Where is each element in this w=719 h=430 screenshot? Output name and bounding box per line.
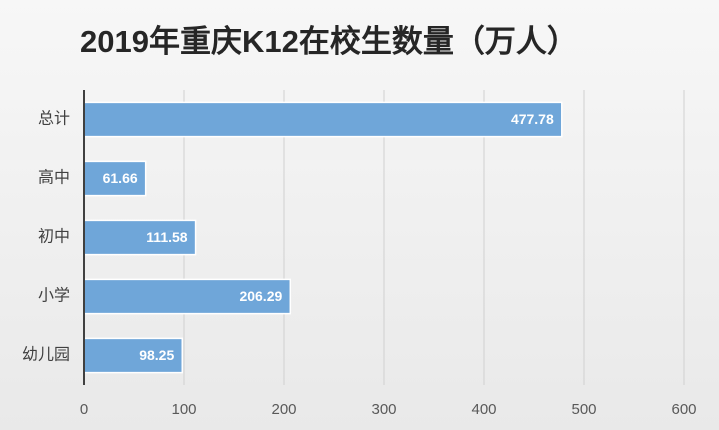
x-tick-label: 400 [471, 401, 496, 418]
x-tick-label: 600 [671, 401, 696, 418]
bar [83, 160, 147, 197]
y-tick-label: 小学 [38, 287, 70, 305]
x-tick-label: 100 [171, 401, 196, 418]
x-tick-label: 500 [571, 401, 596, 418]
value-label: 206.29 [239, 288, 282, 304]
bar [83, 101, 563, 138]
x-tick-label: 200 [271, 401, 296, 418]
y-tick-label: 幼儿园 [22, 346, 70, 364]
y-tick-label: 总计 [38, 110, 70, 128]
y-tick-label: 初中 [38, 228, 70, 246]
value-label: 111.58 [146, 229, 187, 245]
chart-title: 2019年重庆K12在校生数量（万人） [80, 24, 578, 59]
value-label: 61.66 [103, 170, 138, 186]
y-tick-label: 高中 [38, 169, 70, 187]
x-tick-label: 0 [80, 401, 88, 418]
x-tick-label: 300 [371, 401, 396, 418]
value-label: 98.25 [139, 347, 174, 363]
value-label: 477.78 [511, 111, 554, 127]
